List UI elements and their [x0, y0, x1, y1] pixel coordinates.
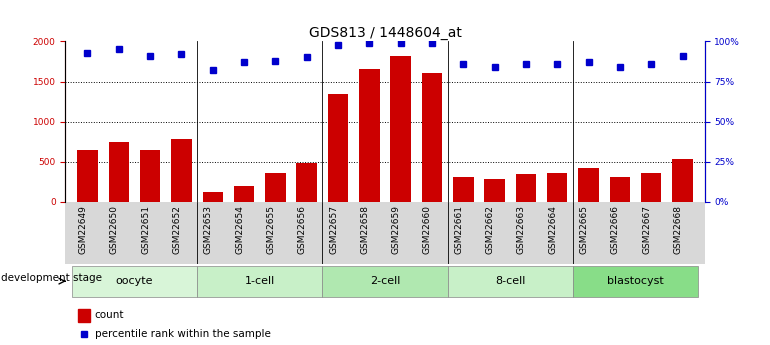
Bar: [672, 158, 693, 202]
Text: GSM22659: GSM22659: [392, 205, 400, 254]
Text: GSM22655: GSM22655: [266, 205, 276, 254]
Text: GSM22660: GSM22660: [423, 205, 432, 254]
Text: 8-cell: 8-cell: [495, 276, 525, 286]
Bar: [359, 69, 380, 202]
Bar: [547, 173, 567, 202]
Text: oocyte: oocyte: [116, 276, 153, 286]
Bar: [203, 192, 223, 202]
Text: 1-cell: 1-cell: [245, 276, 275, 286]
Text: GSM22649: GSM22649: [79, 205, 87, 254]
Text: GSM22664: GSM22664: [548, 205, 557, 254]
Text: GSM22658: GSM22658: [360, 205, 370, 254]
FancyBboxPatch shape: [72, 266, 197, 297]
Bar: [140, 150, 160, 202]
Text: GSM22650: GSM22650: [109, 205, 119, 254]
FancyBboxPatch shape: [323, 266, 447, 297]
Bar: [390, 56, 411, 202]
Text: GSM22668: GSM22668: [674, 205, 683, 254]
Bar: [265, 173, 286, 202]
Text: GSM22667: GSM22667: [642, 205, 651, 254]
Text: GSM22662: GSM22662: [486, 205, 494, 254]
Text: GSM22666: GSM22666: [611, 205, 620, 254]
Bar: [484, 179, 505, 202]
Text: GSM22661: GSM22661: [454, 205, 464, 254]
Bar: [109, 142, 129, 202]
Bar: [610, 177, 630, 202]
Bar: [516, 174, 536, 202]
Text: GSM22653: GSM22653: [204, 205, 213, 254]
Bar: [171, 139, 192, 202]
Text: GSM22651: GSM22651: [141, 205, 150, 254]
FancyBboxPatch shape: [197, 266, 323, 297]
FancyBboxPatch shape: [573, 266, 698, 297]
Text: GSM22663: GSM22663: [517, 205, 526, 254]
Text: blastocyst: blastocyst: [608, 276, 664, 286]
Bar: [77, 150, 98, 202]
Bar: [234, 186, 254, 202]
Text: GSM22657: GSM22657: [329, 205, 338, 254]
Title: GDS813 / 1448604_at: GDS813 / 1448604_at: [309, 26, 461, 40]
FancyBboxPatch shape: [447, 266, 573, 297]
Text: GSM22652: GSM22652: [172, 205, 182, 254]
Text: development stage: development stage: [1, 273, 102, 283]
Text: GSM22656: GSM22656: [298, 205, 306, 254]
Bar: [328, 94, 348, 202]
Text: percentile rank within the sample: percentile rank within the sample: [95, 328, 271, 338]
Bar: [79, 309, 90, 322]
Text: GSM22665: GSM22665: [580, 205, 588, 254]
Bar: [296, 162, 317, 202]
Bar: [578, 168, 599, 202]
Text: GSM22654: GSM22654: [235, 205, 244, 254]
Text: count: count: [95, 310, 124, 320]
Text: 2-cell: 2-cell: [370, 276, 400, 286]
Bar: [422, 73, 442, 202]
Bar: [453, 177, 474, 202]
Bar: [641, 173, 661, 202]
